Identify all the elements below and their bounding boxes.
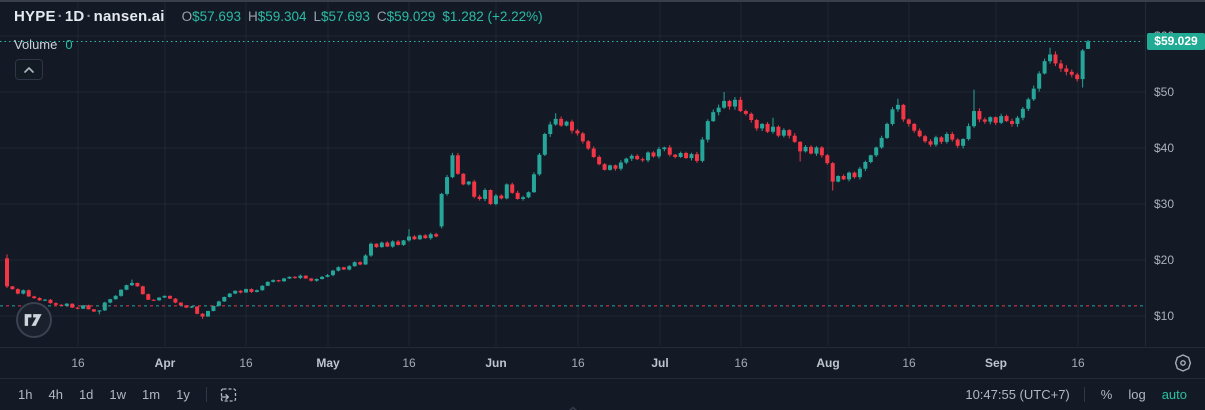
- open-label: O: [181, 9, 193, 24]
- time-axis-label-16: 16: [571, 356, 585, 370]
- tradingview-logo[interactable]: [16, 302, 52, 338]
- volume-value: 0: [65, 37, 73, 52]
- open-value: $57.693: [192, 9, 241, 24]
- chevron-up-icon: [24, 66, 34, 73]
- price-axis-label: $50: [1154, 85, 1175, 99]
- range-buttons: 1h 4h 1d 1w 1m 1y: [0, 384, 198, 405]
- separator: ·: [57, 8, 63, 25]
- time-axis-label-16: 16: [239, 356, 253, 370]
- low-label: L: [313, 9, 322, 24]
- chevron-up-icon: [569, 406, 577, 410]
- percent-scale-button[interactable]: %: [1100, 387, 1113, 402]
- time-axis-label-jun: Jun: [485, 356, 507, 370]
- time-axis-label-jul: Jul: [651, 356, 669, 370]
- time-axis-label-apr: Apr: [154, 356, 176, 370]
- symbol-name[interactable]: HYPE: [14, 8, 56, 25]
- price-axis-label: $10: [1154, 309, 1175, 323]
- high-value: $59.304: [257, 9, 307, 24]
- calendar-arrow-icon: [220, 388, 236, 402]
- time-axis[interactable]: 16 Apr 16 May 16 Jun 16 Jul 16 Aug 16 Sep 16: [0, 347, 1205, 378]
- toolbar-right: 10:47:55 (UTC+7) % log auto: [959, 384, 1205, 405]
- axis-settings-icon[interactable]: [1173, 353, 1193, 373]
- bottom-toolbar: 1h 4h 1d 1w 1m 1y 10:47:55 (UTC+7) % log auto: [0, 378, 1205, 410]
- time-axis-label-16: 16: [71, 356, 85, 370]
- range-button-1m[interactable]: 1m: [142, 387, 161, 402]
- toolbar-divider: [205, 387, 207, 402]
- close-value: $59.029: [386, 9, 436, 24]
- range-button-1y[interactable]: 1y: [176, 387, 190, 402]
- go-to-date-button[interactable]: [215, 385, 242, 404]
- time-axis-label-16: 16: [902, 356, 916, 370]
- range-button-4h[interactable]: 4h: [48, 387, 63, 402]
- price-axis-label: $30: [1154, 197, 1175, 211]
- auto-scale-button[interactable]: auto: [1161, 387, 1187, 402]
- range-button-1d[interactable]: 1d: [78, 387, 94, 402]
- time-axis-label-16: 16: [402, 356, 416, 370]
- interval-label[interactable]: 1D: [64, 8, 85, 25]
- time-axis-label-may: May: [316, 356, 340, 370]
- time-axis-label-16: 16: [1071, 356, 1085, 370]
- price-axis-label: $20: [1154, 253, 1175, 267]
- candlestick-chart[interactable]: [0, 2, 1145, 346]
- clock-timezone[interactable]: 10:47:55 (UTC+7): [965, 387, 1070, 402]
- range-button-1h[interactable]: 1h: [18, 387, 33, 402]
- toolbar-divider: [1083, 387, 1085, 402]
- volume-label[interactable]: Volume: [14, 37, 58, 52]
- volume-legend: Volume 0: [14, 37, 73, 52]
- close-label: C: [376, 9, 387, 24]
- low-value: $57.693: [321, 9, 370, 24]
- time-axis-label-sep: Sep: [984, 356, 1008, 370]
- expand-bottom-pane-button[interactable]: [566, 400, 580, 410]
- high-label: H: [247, 9, 258, 24]
- symbol-legend[interactable]: HYPE · 1D · nansen.ai O$57.693 H$59.304 L$57.69…: [14, 8, 543, 26]
- time-axis-label-aug: Aug: [816, 356, 840, 370]
- tradingview-logo-icon: [24, 314, 42, 326]
- data-source[interactable]: nansen.ai: [93, 8, 165, 25]
- price-axis-label: $40: [1154, 141, 1175, 155]
- change-value: $1.282 (+2.22%): [442, 9, 543, 24]
- current-price-badge: $59.029: [1147, 33, 1205, 51]
- log-scale-button[interactable]: log: [1128, 387, 1146, 402]
- separator: ·: [86, 8, 92, 25]
- time-axis-label-16: 16: [734, 356, 748, 370]
- chart-pane[interactable]: [0, 2, 1145, 346]
- price-axis[interactable]: $59.029 $60$50$40$30$20$10: [1145, 2, 1205, 346]
- range-button-1w[interactable]: 1w: [109, 387, 127, 402]
- ohlc-values: O$57.693 H$59.304 L$57.693 C$59.029: [175, 9, 436, 24]
- collapse-pane-button[interactable]: [15, 59, 43, 80]
